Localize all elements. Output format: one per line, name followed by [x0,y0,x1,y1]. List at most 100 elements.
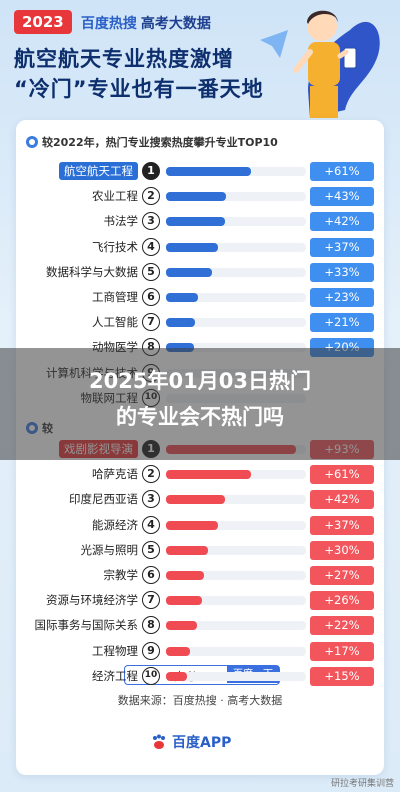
value-label: +23% [310,288,374,307]
bar [166,242,218,252]
value-label: +61% [310,162,374,181]
bar [166,343,194,353]
rank-badge: 7 [142,591,160,610]
chart-row: 工商管理 6 +23% [16,287,384,309]
rank-badge: 6 [142,288,160,306]
chart-row: 数据科学与大数据 5 +33% [16,262,384,284]
rank-badge: 9 [142,641,160,660]
value-label: +61% [310,465,374,485]
brand-name: 百度热搜 [80,15,137,32]
bar-track [166,343,306,353]
rank-badge: 1 [142,162,160,180]
chart-row: 能源经济 4 +37% [16,515,384,537]
rank-badge: 5 [142,540,160,559]
bar-track [166,192,306,202]
bar-track [166,545,306,555]
bar-track [166,217,306,227]
header: 2023 百度热搜 高考大数据 航空航天专业热度激增 “冷门”专业也有一番天地 [14,10,264,104]
bar [166,571,204,580]
bullet-icon [26,136,38,148]
chart-row: 航空航天工程 1 +61% [16,161,384,183]
rank-badge: 2 [142,187,160,206]
value-label: +33% [310,262,374,282]
headline-line-2: “冷门”专业也有一番天地 [14,77,264,101]
value-label: +30% [310,540,374,560]
category-label: 资源与环境经济学 [46,593,138,608]
paw-icon [153,734,165,749]
value-label: +37% [310,515,374,535]
chart-1-title: 较2022年，热门专业搜索热度攀升专业TOP10 [26,134,278,150]
rank-badge: 8 [142,616,160,635]
category-label: 人工智能 [92,315,138,330]
value-label: +37% [310,237,374,257]
category-label: 数据科学与大数据 [46,264,138,279]
bar-track [166,671,306,681]
bar [166,267,213,277]
bar-track [166,621,306,631]
chart-row: 国际事务与国际关系 8 +22% [16,615,384,637]
category-label: 能源经济 [92,517,138,532]
watermark: 研拉考研集训营 [330,779,394,789]
bar [166,217,225,227]
bar-track [166,267,306,277]
category-label: 飞行技术 [92,239,138,254]
category-label: 航空航天工程 [59,162,138,180]
rank-badge: 2 [142,465,160,484]
chart-1-title-text: 较2022年，热门专业搜索热度攀升专业TOP10 [42,136,278,149]
overlay-banner [0,348,400,460]
chart-row: 印度尼西亚语 3 +42% [16,489,384,511]
category-label: 经济工程 [92,668,138,683]
category-label: 哈萨克语 [92,467,138,482]
value-label: +27% [310,566,374,585]
category-label: 国际事务与国际关系 [34,618,139,633]
bar [166,470,252,480]
rank-badge: 3 [142,212,160,231]
bar [166,318,196,328]
brand-line: 百度热搜 高考大数据 [81,13,211,33]
category-label: 农业工程 [92,189,138,204]
bar [166,293,199,302]
rank-badge: 3 [142,490,160,509]
app-name: 百度APP [172,735,232,751]
rank-badge: 7 [142,313,160,332]
bar [166,495,225,505]
bar [166,596,203,606]
bar [166,671,187,681]
overlay-line-1: 2025年01月03日热门 [89,369,311,393]
bar-track [166,242,306,252]
bar-track [166,167,306,176]
page-title: 航空航天专业热度激增 “冷门”专业也有一番天地 [14,44,264,104]
value-label: +42% [310,490,374,510]
bar-track [166,470,306,480]
bar-track [166,293,306,302]
chart-row: 飞行技术 4 +37% [16,237,384,259]
value-label: +17% [310,641,374,661]
category-label: 书法学 [103,214,139,229]
value-label: +26% [310,591,374,611]
category-label: 印度尼西亚语 [69,492,138,507]
value-label: +15% [310,666,374,686]
value-label: +21% [310,313,374,333]
chart-row: 人工智能 7 +21% [16,312,384,334]
category-label: 工程物理 [92,643,138,658]
rank-badge: 5 [142,262,160,281]
year-badge: 2023 [14,10,72,34]
bar-track [166,571,306,580]
value-label: +42% [310,212,374,232]
brand-subtitle: 高考大数据 [140,15,211,32]
chart-row: 工程物理 9 +17% [16,641,384,663]
category-label: 光源与照明 [80,542,139,557]
rank-badge: 4 [142,237,160,256]
bar-track [166,520,306,530]
rank-badge: 6 [142,566,160,584]
headline-line-1: 航空航天专业热度激增 [14,47,234,71]
overlay-line-2: 的专业会不热门吗 [116,405,284,429]
chart-row: 光源与照明 5 +30% [16,540,384,562]
value-label: +43% [310,187,374,207]
bar [166,520,218,530]
bar-track [166,646,306,656]
value-label: +22% [310,616,374,636]
chart-row: 宗教学 6 +27% [16,565,384,587]
rank-badge: 4 [142,515,160,534]
